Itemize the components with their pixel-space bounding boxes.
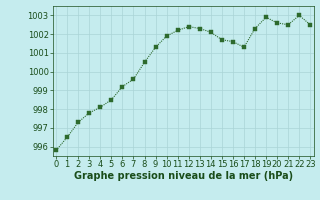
X-axis label: Graphe pression niveau de la mer (hPa): Graphe pression niveau de la mer (hPa) <box>74 171 293 181</box>
